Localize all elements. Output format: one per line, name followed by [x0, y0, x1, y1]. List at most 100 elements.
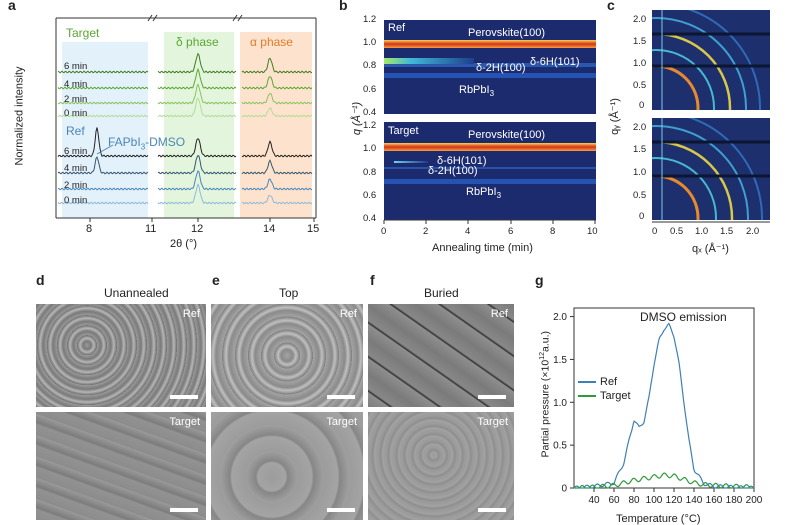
ref-0min-label: 0 min — [64, 195, 88, 206]
xrd-trace-target-1-seg1 — [157, 67, 237, 90]
xrd-trace-target-1-seg0 — [57, 86, 149, 90]
dmso-ytick-label-1.5: 1.5 — [553, 355, 567, 366]
xrd-trace-target-1-seg2 — [241, 76, 313, 90]
sem-d-ref: Ref — [36, 304, 206, 407]
ref-ring-2 — [652, 49, 715, 110]
sem-f-target-scalebar — [478, 508, 506, 512]
map-ytick-0.4-bottom: 0.4 — [363, 213, 377, 224]
sem-e-ref: Ref — [211, 304, 363, 407]
ref-map-title: Ref — [388, 22, 406, 34]
xrd-trace-target-3-seg1 — [157, 97, 237, 118]
panel-label-a: a — [8, 0, 16, 13]
c-xtick-1.5: 1.5 — [720, 226, 734, 237]
ref-rbpbi-label: RbPbI3 — [459, 84, 495, 99]
c-ytick-1.0-bottom: 1.0 — [633, 167, 647, 178]
xrd-trace-target-2-seg1 — [157, 83, 237, 105]
sem-f-ref: Ref — [368, 304, 514, 407]
dmso-ytick-label-1: 1.0 — [553, 398, 567, 409]
xrd-trace-ref-3-seg1 — [157, 182, 237, 205]
target-d6h-band — [394, 161, 428, 163]
map-ytick-1.0-top: 1.0 — [363, 37, 377, 48]
c-ytick-2.0-top: 2.0 — [633, 14, 647, 25]
c-ytick-0.5-bottom: 0.5 — [633, 190, 647, 201]
ref-d6h-band — [384, 63, 596, 67]
ref-ring-4 — [652, 17, 747, 110]
xrd-trace-ref-0-seg0 — [57, 127, 149, 158]
map-ytick-1.2-top: 1.2 — [363, 14, 377, 25]
map-ytick-0.6-top: 0.6 — [363, 84, 377, 95]
dmso-xtick-label-140: 140 — [686, 495, 703, 506]
c-xtick-0: 0 — [652, 226, 658, 237]
sem-f-title: Buried — [424, 286, 459, 300]
ref-d2h-label: δ-2H(100) — [476, 62, 526, 74]
xrd-trace-target-0-seg0 — [57, 70, 149, 74]
c-ytick-2.0-bottom: 2.0 — [633, 122, 647, 133]
xrd-trace-ref-2-seg0 — [57, 187, 149, 191]
sem-d-target-scalebar — [170, 508, 198, 512]
c-ytick-1.0-top: 1.0 — [633, 58, 647, 69]
panel-label-b: b — [339, 0, 348, 13]
xrd-xtick-11: 11 — [145, 223, 157, 235]
xrd-xlabel: 2θ (°) — [170, 238, 198, 250]
ref-d2h-band — [384, 58, 474, 64]
c-ylabel: qᵧ (Å⁻¹) — [608, 98, 621, 135]
dmso-xtick-label-80: 80 — [628, 495, 640, 506]
sem-d-target-tag: Target — [169, 416, 200, 428]
dmso-xtick-label-60: 60 — [608, 495, 620, 506]
dmso-xtick-label-120: 120 — [666, 495, 683, 506]
ref-perovskite-label: Perovskite(100) — [468, 27, 546, 39]
ref-group-label: Ref — [66, 124, 85, 138]
panel-c: 2.0 1.5 1.0 0.5 0 2.0 1.5 1.0 0.5 0 qᵧ (… — [606, 0, 800, 262]
ref-4min-label: 4 min — [64, 163, 88, 174]
panel-label-e: e — [212, 272, 220, 288]
dmso-ylabel: Partial pressure (×1012a.u.) — [539, 330, 552, 458]
xrd-trace-target-2-seg0 — [57, 101, 149, 105]
dmso-xtick-label-40: 40 — [588, 495, 600, 506]
delta-phase-label: δ phase — [176, 35, 219, 49]
map-xlabel-0: 0 — [381, 226, 387, 237]
xrd-trace-target-3-seg2 — [241, 107, 313, 118]
dmso-series-ref — [573, 322, 755, 489]
xrd-delta-region — [164, 32, 234, 218]
map-xlabel-8: 8 — [550, 226, 556, 237]
axis-break-3 — [232, 14, 238, 22]
dmso-ytick-label-0.5: 0.5 — [553, 441, 567, 452]
xrd-traces — [57, 52, 313, 205]
xrd-trace-ref-0-seg1 — [157, 138, 237, 158]
sem-f-target-tag: Target — [477, 416, 508, 428]
map-xlabel-10: 10 — [587, 226, 598, 237]
sem-f-target: Target — [368, 412, 514, 520]
xrd-trace-ref-1-seg2 — [241, 159, 313, 175]
target-map — [384, 122, 596, 220]
map-ytick-0.4-top: 0.4 — [363, 107, 377, 118]
target-4min-label: 4 min — [64, 79, 88, 90]
sem-e-title: Top — [279, 286, 299, 300]
target-ring-4 — [652, 125, 749, 220]
map-ytick-0.8-top: 0.8 — [363, 60, 377, 71]
map-ytick-1.0-bottom: 1.0 — [363, 143, 377, 154]
ref-6min-label: 6 min — [64, 146, 88, 157]
target-d6h-label: δ-6H(101) — [437, 155, 487, 167]
map-xlabel-4: 4 — [465, 226, 471, 237]
sem-d-title: Unannealed — [104, 286, 169, 300]
target-map-title: Target — [388, 125, 419, 137]
sem-f-ref-scalebar — [478, 395, 506, 399]
axis-break-2 — [152, 14, 158, 22]
panel-g: 40 60 80 100 120 140 160 180 200 0 0.5 1.0 1.5 2.0 DM… — [530, 280, 800, 525]
panel-label-d: d — [36, 272, 45, 288]
target-ring-2 — [652, 157, 717, 220]
target-d2h-band — [384, 167, 596, 169]
legend-ref-label: Ref — [600, 376, 618, 388]
dmso-chart-title: DMSO emission — [640, 310, 727, 324]
xrd-xtick-8: 8 — [86, 223, 93, 235]
panel-b: Ref Perovskite(100) δ-6H(101) δ-2H(100) … — [330, 0, 606, 262]
dmso-xtick-label-180: 180 — [726, 495, 743, 506]
dmso-series-target — [573, 472, 755, 489]
target-perovskite-label: Perovskite(100) — [468, 129, 546, 141]
sem-f-ref-tag: Ref — [490, 308, 508, 320]
giwaxs-target — [652, 118, 770, 220]
c-xtick-0.5: 0.5 — [670, 226, 684, 237]
dmso-xtick-label-160: 160 — [706, 495, 723, 506]
target-rbpbi-label: RbPbI3 — [466, 186, 502, 201]
xrd-xtick-14: 14 — [263, 223, 276, 235]
